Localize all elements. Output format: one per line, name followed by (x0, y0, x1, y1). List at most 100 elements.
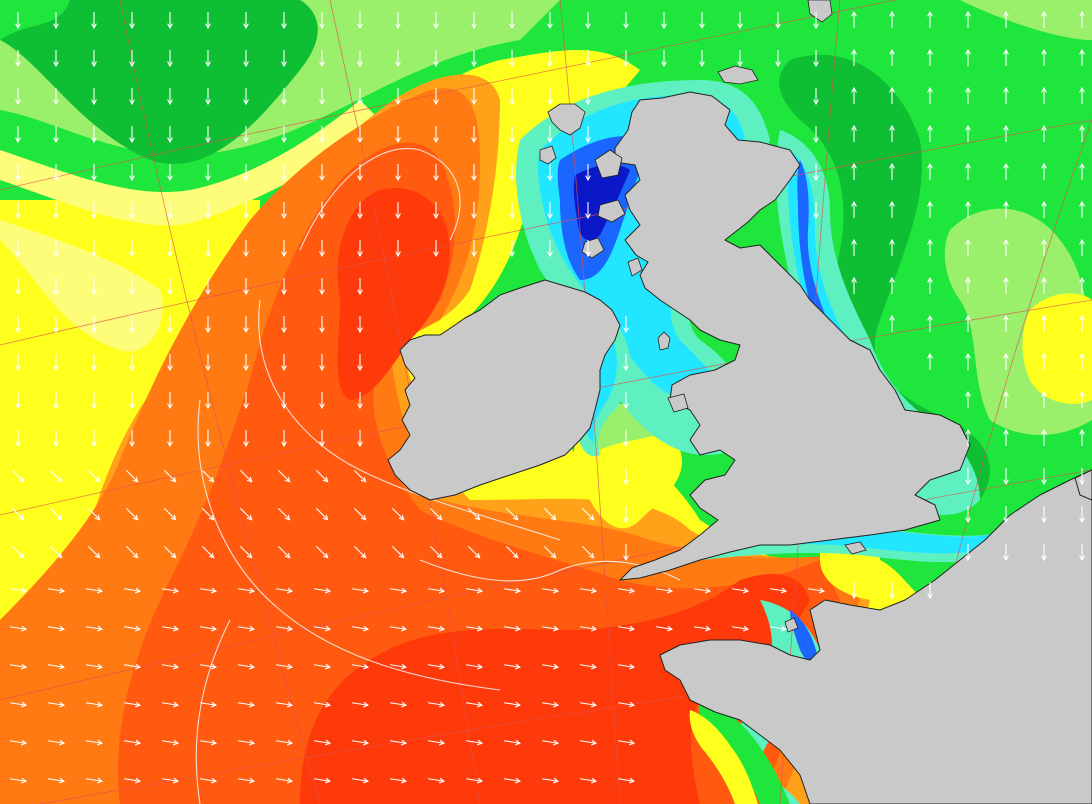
wave-direction-arrow-icon (239, 507, 253, 521)
wave-direction-arrow-icon (618, 587, 636, 594)
wave-direction-arrow-icon (10, 663, 28, 670)
wave-direction-arrow-icon (129, 240, 135, 258)
wave-direction-arrow-icon (87, 507, 101, 521)
wave-direction-arrow-icon (86, 739, 104, 746)
wave-direction-arrow-icon (889, 314, 895, 332)
wave-direction-arrow-icon (281, 12, 287, 30)
wave-direction-arrow-icon (390, 777, 408, 784)
wave-direction-arrow-icon (585, 126, 591, 144)
wave-direction-arrow-icon (276, 739, 294, 746)
wave-direction-arrow-icon (91, 430, 97, 448)
band-green-biscay-coast (698, 700, 790, 804)
wave-direction-arrow-icon (509, 164, 515, 182)
wave-direction-arrow-icon (965, 544, 971, 562)
wave-direction-arrow-icon (91, 12, 97, 30)
wave-direction-arrow-icon (851, 200, 857, 218)
wave-direction-arrow-icon (1079, 352, 1085, 370)
band-light-yellow-west (0, 100, 380, 226)
wave-direction-arrow-icon (11, 545, 25, 559)
wave-direction-arrow-icon (391, 507, 405, 521)
wave-direction-arrow-icon (129, 88, 135, 106)
wave-direction-arrow-icon (15, 126, 21, 144)
wave-direction-arrow-icon (1041, 162, 1047, 180)
wave-direction-arrow-icon (167, 430, 173, 448)
wave-direction-arrow-icon (129, 316, 135, 334)
wave-direction-arrow-icon (162, 587, 180, 594)
band-light-green-ne (960, 0, 1092, 40)
wave-direction-arrow-icon (53, 126, 59, 144)
wave-direction-arrow-icon (770, 587, 788, 594)
wave-direction-arrow-icon (200, 739, 218, 746)
wave-direction-arrow-icon (167, 50, 173, 68)
wave-direction-arrow-icon (91, 278, 97, 296)
wave-direction-arrow-icon (281, 354, 287, 372)
wave-direction-arrow-icon (580, 701, 598, 708)
wave-direction-arrow-icon (889, 238, 895, 256)
wave-direction-arrow-icon (395, 202, 401, 220)
wave-direction-arrow-icon (1003, 506, 1009, 524)
wave-direction-arrow-icon (851, 162, 857, 180)
wave-direction-arrow-icon (428, 587, 446, 594)
wave-direction-arrow-icon (965, 506, 971, 524)
wave-direction-arrow-icon (281, 430, 287, 448)
wave-direction-arrow-icon (87, 545, 101, 559)
great-britain (614, 91, 971, 581)
wave-direction-arrow-icon (319, 316, 325, 334)
wave-direction-arrow-icon (770, 625, 788, 632)
wave-direction-arrow-icon (15, 430, 21, 448)
wave-direction-arrow-icon (390, 625, 408, 632)
wave-direction-arrow-icon (205, 392, 211, 410)
band-yellow-st-georges (573, 426, 682, 529)
wave-direction-arrow-icon (243, 50, 249, 68)
wave-direction-arrow-icon (547, 240, 553, 258)
wave-direction-arrow-icon (813, 202, 819, 220)
wave-direction-arrow-icon (15, 164, 21, 182)
wave-direction-arrow-icon (927, 86, 933, 104)
wave-direction-arrow-icon (167, 126, 173, 144)
wave-direction-arrow-icon (433, 50, 439, 68)
wave-direction-arrow-icon (53, 278, 59, 296)
wave-direction-arrow-icon (737, 50, 743, 68)
wave-direction-arrow-icon (357, 240, 363, 258)
wave-direction-arrow-icon (352, 625, 370, 632)
wave-direction-arrow-icon (124, 777, 142, 784)
wave-direction-arrow-icon (1079, 48, 1085, 66)
wave-direction-arrow-icon (618, 625, 636, 632)
wave-direction-arrow-icon (357, 278, 363, 296)
wave-direction-arrow-icon (243, 240, 249, 258)
wave-direction-arrow-icon (851, 582, 857, 600)
wave-direction-arrow-icon (357, 164, 363, 182)
wave-direction-arrow-icon (205, 316, 211, 334)
wave-direction-arrow-icon (86, 777, 104, 784)
wave-direction-arrow-icon (205, 354, 211, 372)
wave-direction-arrow-icon (162, 625, 180, 632)
wave-direction-arrow-icon (314, 587, 332, 594)
wave-direction-arrow-icon (15, 88, 21, 106)
wave-direction-arrow-icon (243, 278, 249, 296)
wave-direction-arrow-icon (243, 430, 249, 448)
wave-direction-arrow-icon (623, 50, 629, 68)
wave-direction-arrow-icon (505, 545, 519, 559)
wave-direction-arrow-icon (167, 12, 173, 30)
shetland (807, 0, 833, 23)
wave-direction-arrow-icon (1079, 200, 1085, 218)
wave-direction-arrow-icon (1079, 544, 1085, 562)
wave-direction-arrow-icon (547, 126, 553, 144)
wave-direction-arrow-icon (813, 126, 819, 144)
wave-direction-arrow-icon (1003, 428, 1009, 446)
wave-direction-arrow-icon (238, 587, 256, 594)
wave-direction-arrow-icon (10, 777, 28, 784)
wave-direction-arrow-icon (314, 663, 332, 670)
wave-direction-arrow-icon (15, 12, 21, 30)
wave-direction-arrow-icon (49, 469, 63, 483)
wave-direction-arrow-icon (277, 545, 291, 559)
wave-direction-arrow-icon (1041, 276, 1047, 294)
wave-direction-arrow-icon (243, 392, 249, 410)
wave-direction-arrow-icon (623, 468, 629, 486)
wave-direction-arrow-icon (699, 50, 705, 68)
wave-direction-arrow-icon (200, 701, 218, 708)
wave-direction-arrow-icon (205, 240, 211, 258)
wave-direction-arrow-icon (965, 314, 971, 332)
wave-direction-arrow-icon (965, 162, 971, 180)
